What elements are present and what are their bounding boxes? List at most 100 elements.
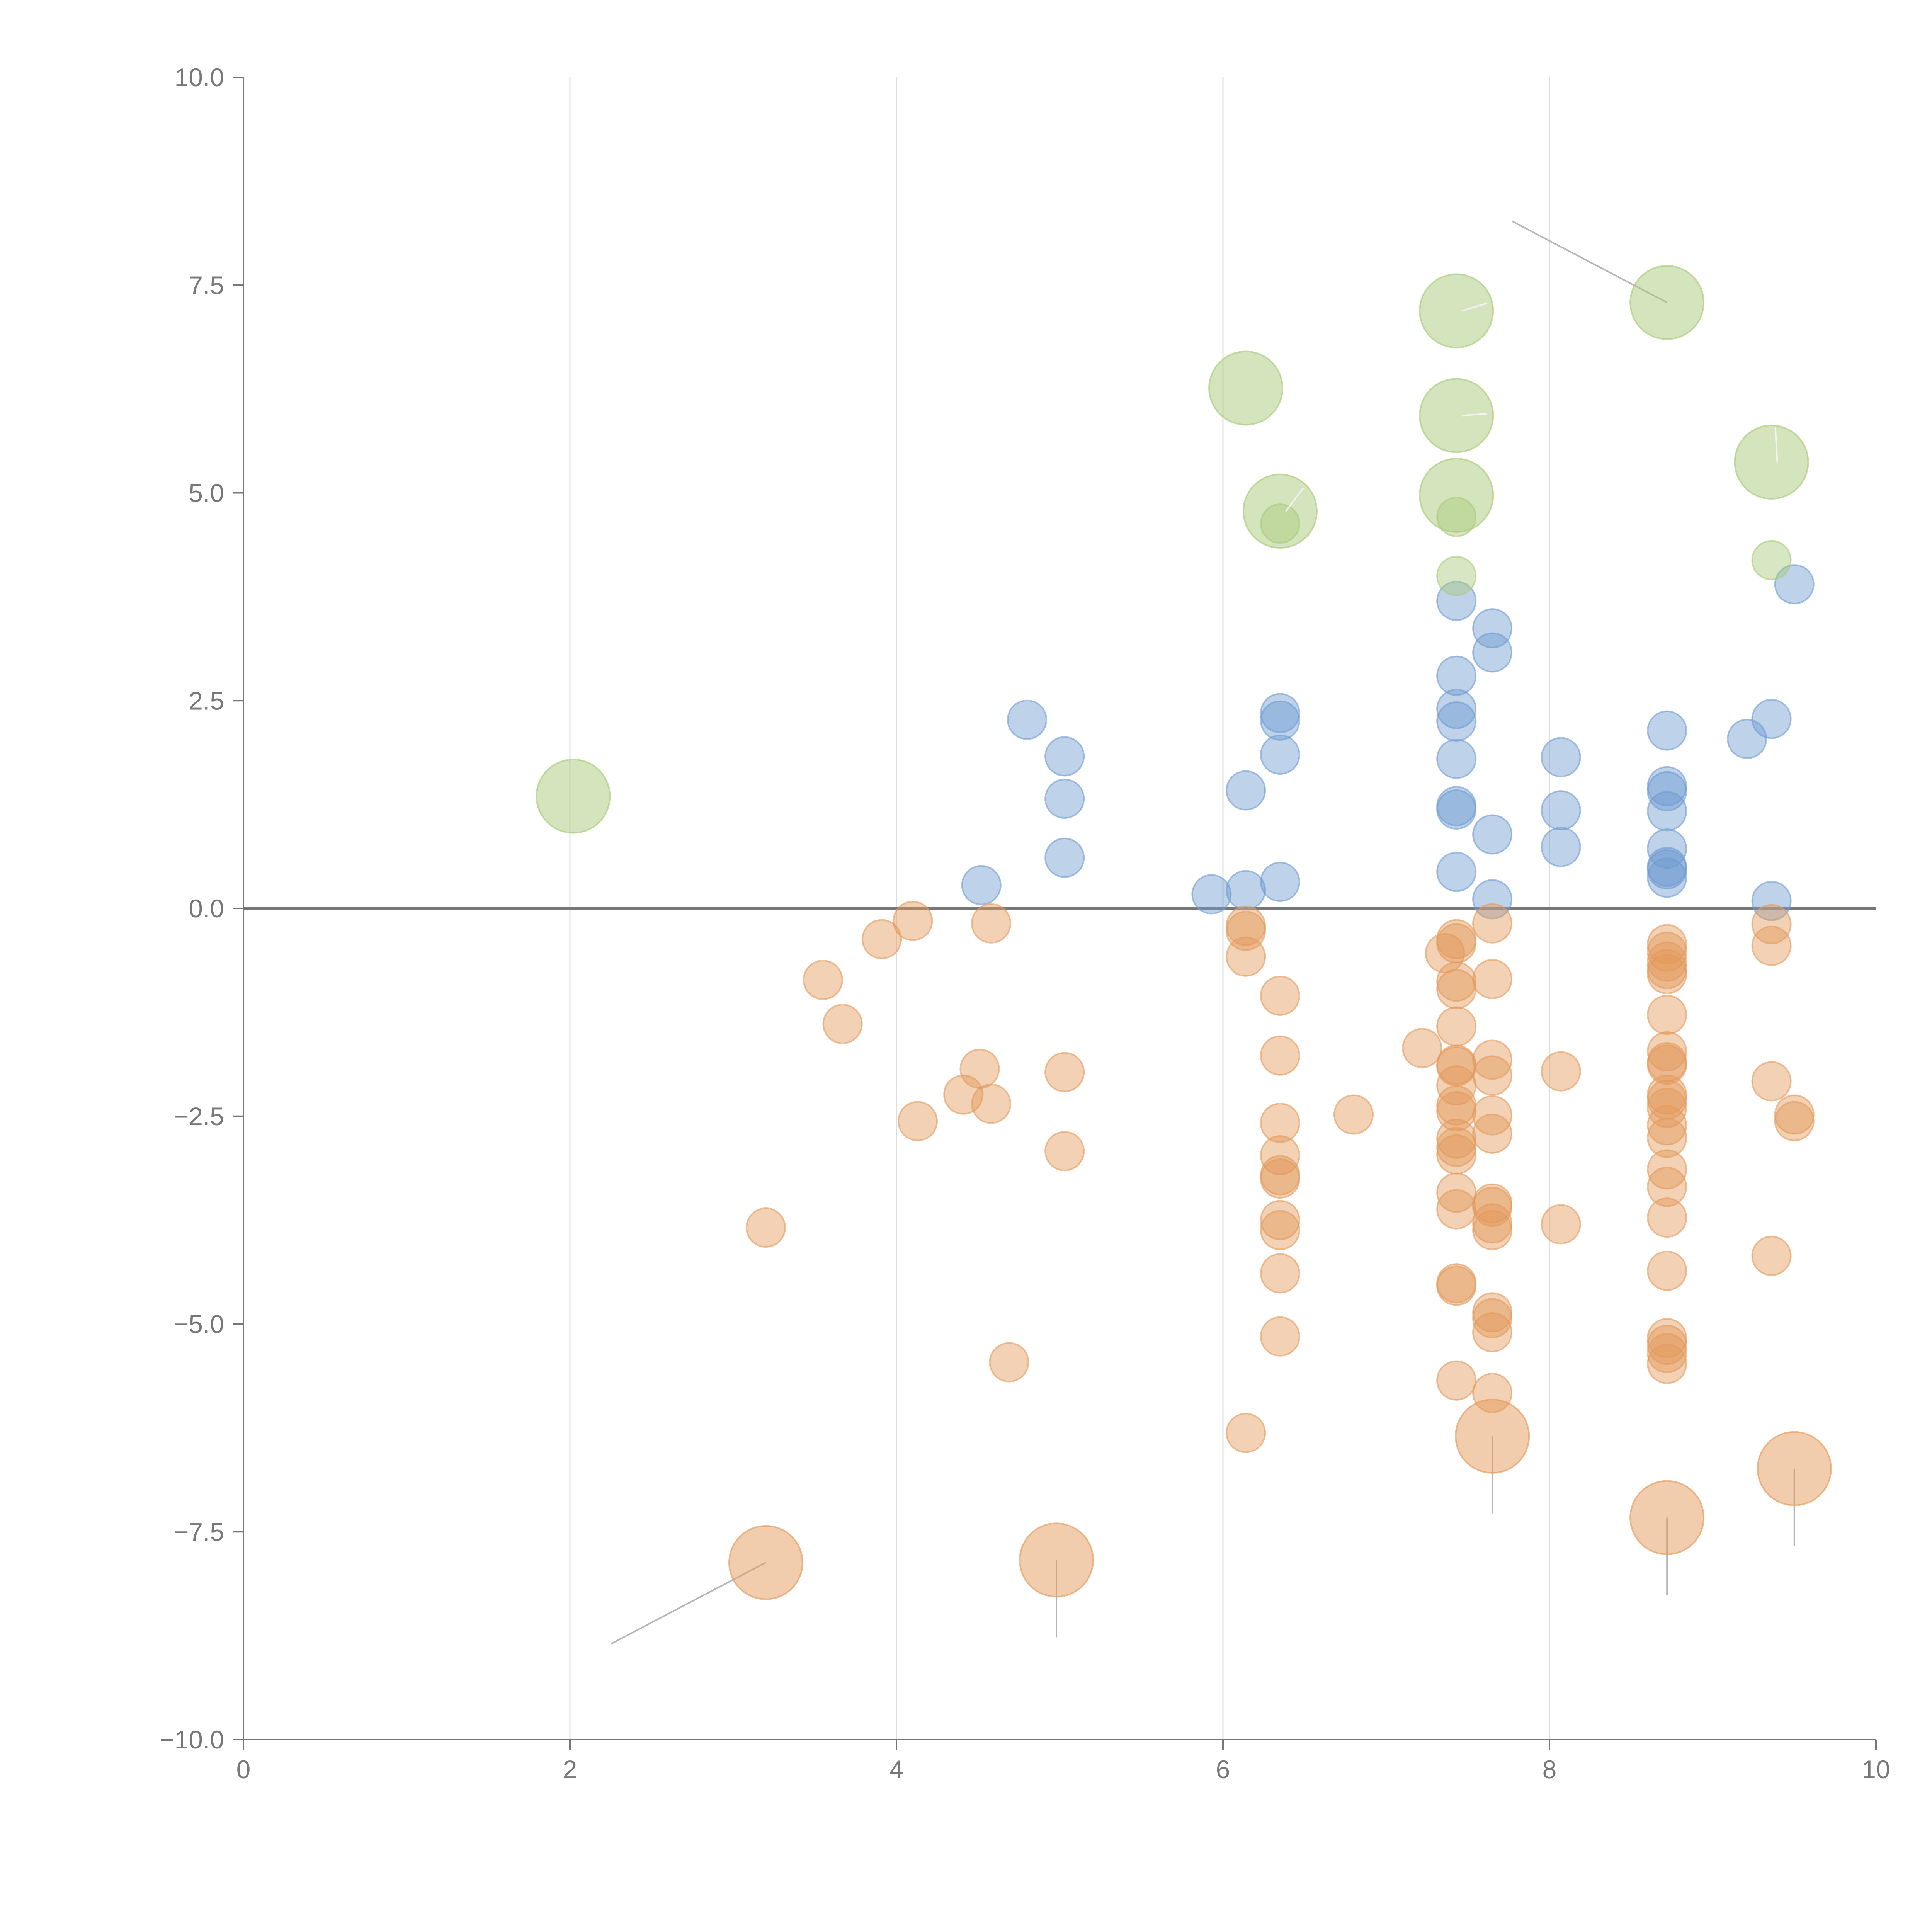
data-point-positive [1044,779,1085,819]
data-point-positive [1647,857,1687,898]
data-point-negative [959,1049,1000,1089]
highlighted-point-highlight-negative [1019,1522,1094,1598]
data-point-negative [1402,1028,1442,1068]
x-tick-label: 0 [236,1755,251,1784]
data-point-positive [1436,689,1477,729]
data-point-positive [1472,814,1513,855]
data-point-negative [822,1003,863,1044]
data-point-negative [1260,1316,1300,1357]
highlighted-point-highlight-negative [1629,1480,1705,1555]
data-point-negative [971,903,1012,944]
data-point-negative [989,1342,1029,1383]
data-point-negative [1541,1051,1581,1092]
data-point-negative [1541,1204,1581,1245]
x-tick-label: 8 [1543,1755,1557,1784]
data-point-negative [1333,1094,1374,1135]
data-point-negative [1647,931,1687,972]
data-point-negative [1436,969,1477,1009]
data-point-negative [1647,1197,1687,1238]
data-point-negative [1260,1253,1300,1294]
highlighted-point-highlight-positive [536,759,611,834]
data-point-positive [1647,849,1687,889]
x-tick-label: 10 [1862,1755,1890,1784]
data-point-highlight-positive [1751,540,1792,580]
data-point-highlight-positive [1436,556,1477,596]
data-point-positive [1436,581,1477,621]
data-point-negative [1226,1413,1266,1453]
data-point-negative [1436,1360,1477,1401]
data-point-negative [1260,1102,1300,1143]
data-point-positive [1044,736,1085,777]
data-point-negative [1044,1131,1085,1172]
y-tick-label: −5.0 [174,1310,224,1338]
axis-layer: 0 2 4 6 8 10 10.0 7.5 5.0 2.5 0.0 −2.5 −5.0 −7.5 −10.0 [160,63,1890,1784]
data-point-negative [1647,1167,1687,1207]
data-point-negative [1472,1187,1513,1227]
data-point-negative [803,959,843,1000]
highlighted-point-highlight-negative [1757,1431,1832,1506]
data-point-positive [1436,852,1477,892]
annotation-leader-line [1774,427,1778,463]
highlighted-point-highlight-positive [1419,273,1494,349]
annotation-leader-line [1462,413,1488,417]
annotation-leader-line [1285,487,1304,512]
x-tick-label: 4 [889,1755,904,1784]
data-point-negative [1647,1044,1687,1085]
data-point-negative [1436,1006,1477,1047]
highlight-layer [536,221,1832,1645]
data-point-negative [746,1207,786,1248]
y-tick-label: 10.0 [175,63,224,92]
data-point-negative [1751,904,1792,944]
data-point-positive [1541,827,1581,867]
data-point-positive [1260,735,1300,775]
y-tick-label: −10.0 [160,1725,224,1754]
data-point-negative [861,919,902,959]
data-point-positive [1436,789,1477,830]
data-point-negative [1751,1236,1792,1276]
data-point-positive [1436,738,1477,779]
data-point-negative [1647,1333,1687,1373]
data-point-positive [1647,710,1687,751]
data-point-negative [1472,959,1513,999]
highlighted-point-highlight-positive [1734,424,1809,500]
label-layer [1285,302,1778,512]
highlighted-point-highlight-negative [1455,1398,1530,1474]
data-point-negative [1647,1250,1687,1291]
data-point-negative [1044,1052,1085,1092]
data-point-negative [1647,1031,1687,1071]
y-tick-label: 7.5 [189,271,224,299]
data-point-negative [1260,1210,1300,1250]
data-point-positive [1260,700,1300,741]
data-point-negative [1647,1344,1687,1384]
data-point-negative [1774,1101,1815,1141]
y-tick-label: 5.0 [189,479,224,507]
data-point-negative [1751,1061,1792,1102]
data-point-positive [1472,608,1513,649]
y-tick-label: 2.5 [189,686,224,715]
data-point-negative [1436,1189,1477,1230]
highlighted-point-highlight-positive [1419,457,1494,533]
data-point-positive [1541,790,1581,831]
data-point-negative [1472,1095,1513,1136]
data-point-positive [1647,791,1687,832]
data-point-positive [1751,881,1792,921]
data-point-negative [1436,1134,1477,1175]
data-point-negative [1472,1298,1513,1338]
data-point-negative [1472,1210,1513,1250]
highlighted-point-highlight-positive [1629,265,1705,340]
data-point-negative [1647,995,1687,1035]
annotation-leader-line [1462,302,1488,312]
data-point-negative [943,1074,984,1115]
data-point-negative [1751,925,1792,966]
data-point-negative [971,1083,1012,1124]
data-point-positive [1541,737,1581,777]
data-point-positive [1191,874,1232,915]
data-point-positive [961,865,1002,905]
data-point-positive [1472,879,1513,920]
highlighted-point-highlight-negative [728,1525,803,1600]
data-point-positive [1007,699,1047,740]
data-point-negative [1260,1158,1300,1199]
data-point-positive [1226,770,1266,811]
data-point-negative [1436,1118,1477,1159]
y-tick-label: −2.5 [174,1102,224,1131]
